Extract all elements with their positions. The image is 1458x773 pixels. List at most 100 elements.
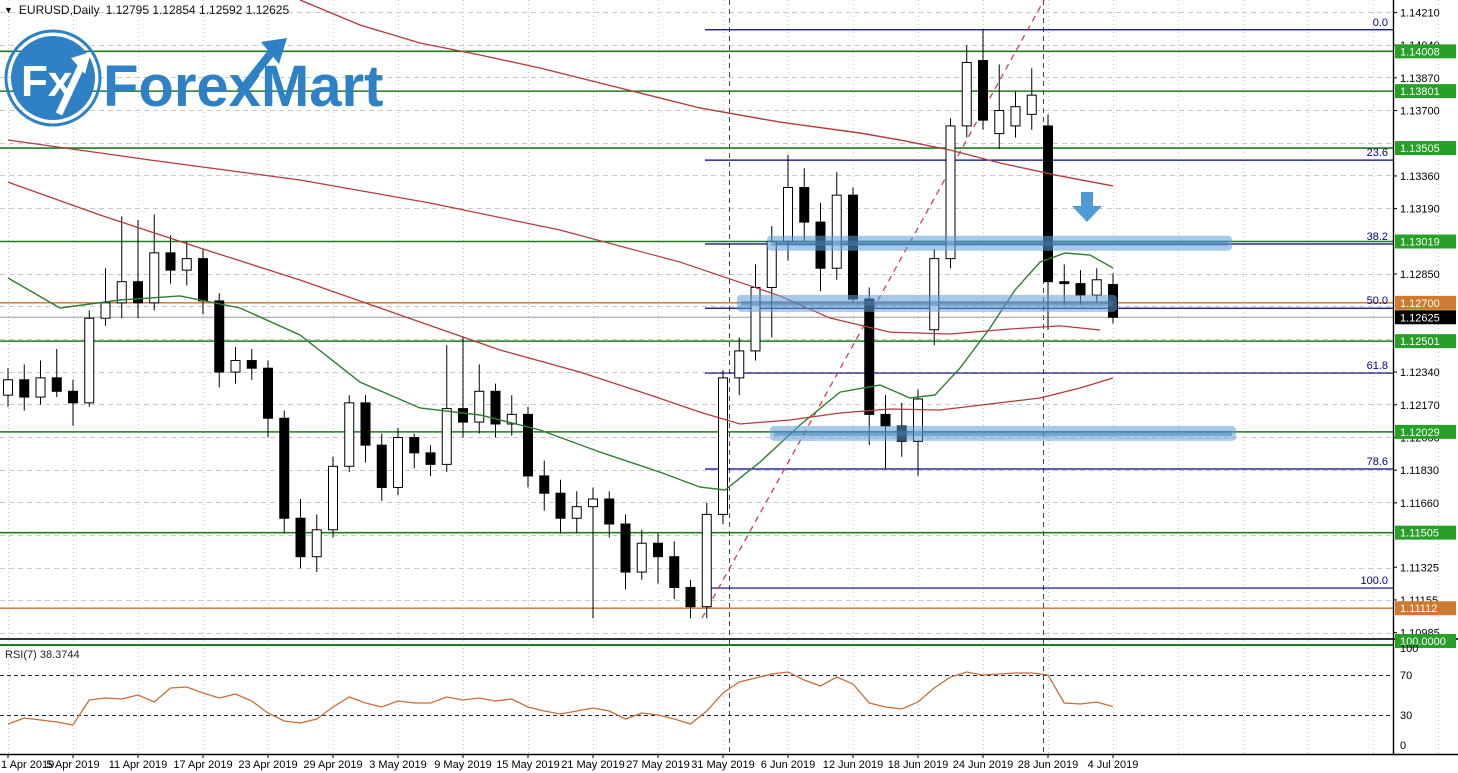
candle <box>84 317 95 404</box>
candle <box>961 61 972 127</box>
svg-text:1.12700: 1.12700 <box>1400 298 1440 310</box>
svg-text:1.12340: 1.12340 <box>1400 367 1440 379</box>
svg-text:1.13870: 1.13870 <box>1400 73 1440 85</box>
candle <box>68 390 78 404</box>
svg-text:28 Jun 2019: 28 Jun 2019 <box>1018 759 1079 771</box>
svg-text:78.6: 78.6 <box>1367 456 1388 468</box>
svg-text:100.0000: 100.0000 <box>1400 636 1446 648</box>
candle <box>880 413 891 427</box>
svg-text:1.14210: 1.14210 <box>1400 7 1440 19</box>
svg-text:61.8: 61.8 <box>1367 360 1388 372</box>
ma-green-fast <box>7 252 1114 491</box>
highlight-zones <box>737 235 1236 441</box>
candle <box>685 586 696 608</box>
candle <box>116 281 127 304</box>
svg-text:3 May 2019: 3 May 2019 <box>369 759 426 771</box>
candle <box>653 542 663 558</box>
svg-text:29 Apr 2019: 29 Apr 2019 <box>303 759 362 771</box>
svg-text:1.11505: 1.11505 <box>1400 528 1439 540</box>
ohlc-values-label: 1.12795 1.12854 1.12592 1.12625 <box>105 3 290 17</box>
forexmart-logo-mark: Fx <box>4 29 102 127</box>
forexmart-logo: Fx ForexMart <box>3 26 403 132</box>
candle <box>945 125 956 260</box>
svg-text:1.13190: 1.13190 <box>1400 204 1440 216</box>
svg-text:15 May 2019: 15 May 2019 <box>496 759 560 771</box>
svg-text:1.13801: 1.13801 <box>1400 86 1440 98</box>
svg-text:100: 100 <box>1400 643 1418 655</box>
svg-text:9 May 2019: 9 May 2019 <box>434 759 491 771</box>
svg-text:38.2: 38.2 <box>1367 231 1388 243</box>
svg-text:1.13505: 1.13505 <box>1400 143 1440 155</box>
candle <box>588 498 598 508</box>
candle <box>913 398 923 442</box>
svg-text:50.0: 50.0 <box>1367 295 1388 307</box>
candle <box>35 377 46 398</box>
svg-text:1.14008: 1.14008 <box>1400 46 1440 58</box>
candle <box>1043 125 1053 283</box>
candle <box>100 302 111 319</box>
candle <box>133 281 143 304</box>
candle <box>1026 94 1037 115</box>
candle <box>458 408 468 423</box>
svg-text:1.13700: 1.13700 <box>1400 106 1440 118</box>
candle <box>490 390 501 425</box>
symbol-period-label: EURUSD,Daily <box>18 3 100 17</box>
price-axis[interactable]: 1.142101.140401.138701.137001.133601.131… <box>0 0 1458 756</box>
svg-text:100.0: 100.0 <box>1360 575 1388 587</box>
svg-text:24 Jun 2019: 24 Jun 2019 <box>953 759 1014 771</box>
candle <box>181 258 192 271</box>
panel-separator <box>0 638 1458 646</box>
symbol-dropdown-icon[interactable]: ▼ <box>4 5 13 15</box>
svg-text:1.11830: 1.11830 <box>1400 465 1439 477</box>
candle <box>3 379 13 396</box>
rsi-panel[interactable] <box>0 671 1393 726</box>
svg-text:18 Jun 2019: 18 Jun 2019 <box>888 759 949 771</box>
candle <box>263 367 273 419</box>
horizontal-level-lines <box>0 50 1393 609</box>
candle <box>604 498 615 525</box>
svg-text:1.13360: 1.13360 <box>1400 171 1440 183</box>
svg-text:31 May 2019: 31 May 2019 <box>691 759 755 771</box>
candle <box>783 186 793 242</box>
candle <box>230 360 241 373</box>
candle <box>1059 281 1070 285</box>
svg-text:1 Apr 2019: 1 Apr 2019 <box>1 759 54 771</box>
svg-text:11 Apr 2019: 11 Apr 2019 <box>109 759 168 771</box>
candle <box>718 377 728 515</box>
candle <box>799 186 810 223</box>
candle <box>198 258 208 302</box>
candle <box>393 436 403 488</box>
svg-text:27 May 2019: 27 May 2019 <box>626 759 690 771</box>
candle <box>246 360 257 369</box>
candle <box>311 529 322 558</box>
rsi-line <box>7 671 1114 726</box>
candle <box>1010 106 1021 127</box>
down-arrow-annotation <box>1072 192 1102 222</box>
candle <box>344 402 355 467</box>
svg-text:0.0: 0.0 <box>1373 17 1388 29</box>
svg-text:1.11112: 1.11112 <box>1400 603 1437 615</box>
candle <box>571 506 582 519</box>
logo-arrow-icon <box>236 38 287 95</box>
candle <box>620 523 631 573</box>
candle <box>149 252 160 304</box>
candle <box>506 413 517 425</box>
candle <box>864 298 875 415</box>
svg-text:1.12029: 1.12029 <box>1400 427 1440 439</box>
svg-text:30: 30 <box>1400 710 1412 722</box>
candle <box>701 513 712 608</box>
svg-text:12 Jun 2019: 12 Jun 2019 <box>823 759 884 771</box>
candle <box>279 417 290 519</box>
candle <box>165 252 176 271</box>
svg-text:1.12625: 1.12625 <box>1400 312 1440 324</box>
candle <box>1091 279 1102 296</box>
candle <box>831 194 842 269</box>
candle <box>929 258 940 331</box>
svg-text:1.11325: 1.11325 <box>1400 562 1439 574</box>
candle <box>539 475 550 494</box>
svg-text:23.6: 23.6 <box>1367 147 1388 159</box>
candle <box>214 300 225 373</box>
candle <box>523 413 533 477</box>
